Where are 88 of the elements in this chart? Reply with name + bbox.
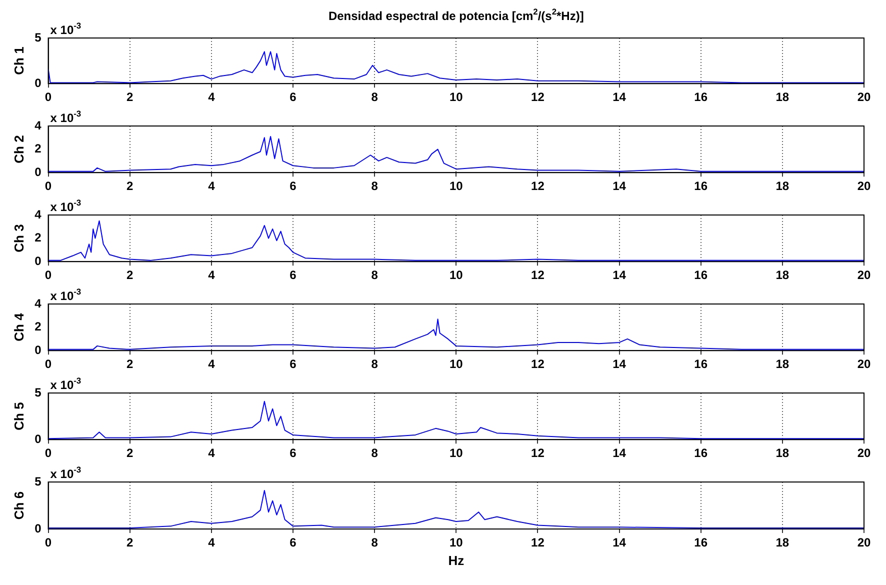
y-tick-label: 5 (34, 474, 42, 488)
y-tick-label: 2 (34, 142, 42, 156)
y-tick-label: 0 (34, 432, 42, 446)
x-tick-label: 4 (208, 357, 216, 372)
x-tick-label: 18 (776, 179, 790, 194)
x-tick-label: 20 (857, 357, 871, 372)
x-tick-label: 8 (371, 357, 378, 372)
x-tick-label: 12 (531, 268, 545, 282)
y-axis-title: Ch 1 (11, 46, 26, 75)
x-tick-label: 12 (531, 179, 545, 194)
x-tick-label: 14 (612, 536, 626, 550)
x-tick-label: 12 (531, 446, 545, 460)
x-tick-label: 16 (694, 536, 708, 550)
x-tick-label: 14 (612, 90, 626, 104)
x-tick-label: 0 (44, 357, 52, 372)
x-tick-label: 0 (44, 268, 52, 282)
x-tick-label: 2 (126, 536, 134, 550)
x-tick-label: 0 (44, 90, 52, 104)
x-tick-label: 0 (44, 179, 52, 194)
x-tick-label: 20 (857, 90, 871, 104)
x-tick-label: 18 (776, 268, 790, 282)
y-tick-label: 5 (34, 385, 42, 400)
x-tick-label: 10 (449, 179, 464, 194)
y-tick-label: 4 (34, 118, 42, 132)
x-tick-label: 10 (449, 90, 464, 104)
x-tick-label: 12 (531, 90, 545, 104)
x-tick-label: 20 (857, 268, 871, 282)
x-tick-label: 14 (612, 179, 626, 194)
y-axis-title: Ch 5 (11, 402, 26, 430)
x-tick-label: 8 (371, 179, 378, 194)
x-tick-label: 4 (208, 268, 216, 282)
x-tick-label: 20 (857, 536, 871, 550)
x-tick-label: 4 (208, 536, 216, 550)
x-tick-label: 16 (694, 357, 708, 372)
x-tick-label: 8 (371, 446, 378, 460)
x-tick-label: 8 (371, 268, 378, 282)
x-tick-label: 16 (694, 90, 708, 104)
x-tick-label: 4 (208, 446, 216, 460)
x-tick-label: 2 (126, 446, 134, 460)
x-tick-label: 18 (776, 90, 790, 104)
x-tick-label: 6 (290, 536, 297, 550)
y-axis-title: Ch 3 (11, 224, 26, 252)
x-tick-label: 10 (449, 446, 464, 460)
y-tick-label: 4 (34, 207, 42, 222)
x-axis-title: Hz (448, 552, 465, 568)
y-tick-label: 0 (34, 521, 42, 536)
y-tick-label: 2 (34, 320, 42, 334)
x-tick-label: 18 (776, 357, 790, 372)
x-tick-label: 2 (126, 179, 134, 194)
x-tick-label: 20 (857, 446, 871, 460)
x-tick-label: 10 (449, 268, 464, 282)
y-tick-label: 4 (34, 296, 42, 310)
y-axis-title: Ch 6 (11, 491, 26, 520)
x-tick-label: 6 (290, 357, 297, 372)
x-tick-label: 14 (612, 268, 626, 282)
y-tick-label: 2 (34, 230, 42, 245)
x-tick-label: 8 (371, 536, 378, 550)
y-tick-label: 0 (34, 76, 42, 90)
x-tick-label: 18 (776, 446, 790, 460)
x-tick-label: 6 (290, 90, 297, 104)
x-tick-label: 14 (612, 446, 626, 460)
x-tick-label: 2 (126, 357, 134, 372)
y-axis-title: Ch 4 (11, 312, 26, 342)
y-axis-title: Ch 2 (11, 135, 26, 164)
x-tick-label: 18 (776, 536, 790, 550)
x-tick-label: 16 (694, 446, 708, 460)
x-tick-label: 12 (531, 357, 545, 372)
x-tick-label: 6 (290, 179, 297, 194)
y-tick-label: 5 (34, 30, 42, 44)
x-tick-label: 0 (44, 446, 52, 460)
x-tick-label: 0 (44, 536, 52, 550)
x-tick-label: 14 (612, 357, 626, 372)
x-tick-label: 2 (126, 90, 134, 104)
y-tick-label: 0 (34, 254, 42, 268)
x-tick-label: 4 (208, 179, 216, 194)
x-tick-label: 16 (694, 179, 708, 194)
x-tick-label: 4 (208, 90, 216, 104)
x-tick-label: 16 (694, 268, 708, 282)
x-tick-label: 6 (290, 446, 297, 460)
x-tick-label: 20 (857, 179, 871, 194)
y-tick-label: 0 (34, 164, 42, 179)
x-tick-label: 10 (449, 357, 464, 372)
x-tick-label: 6 (290, 268, 297, 282)
x-tick-label: 8 (371, 90, 378, 104)
y-tick-label: 0 (34, 342, 42, 357)
x-tick-label: 2 (126, 268, 134, 282)
x-tick-label: 12 (531, 536, 545, 550)
x-tick-label: 10 (449, 536, 464, 550)
